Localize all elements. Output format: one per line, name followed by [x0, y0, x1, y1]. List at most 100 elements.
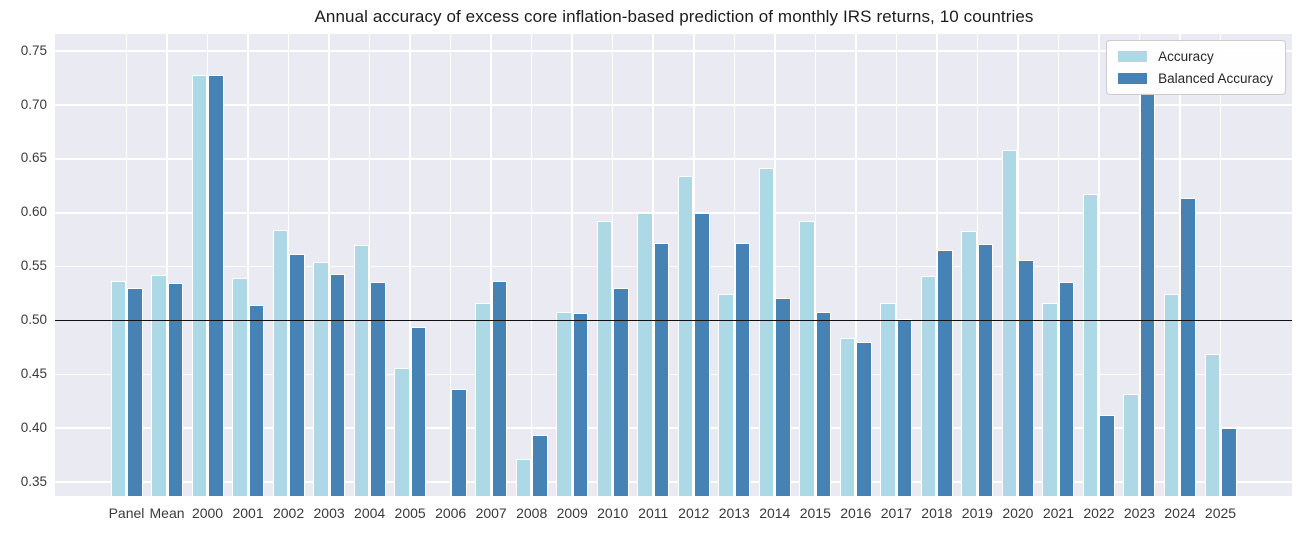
bar-accuracy-2021	[1042, 303, 1058, 496]
gridline-h	[55, 373, 1292, 376]
chart-title: Annual accuracy of excess core inflation…	[314, 7, 1034, 26]
y-tick-label: 0.45	[20, 365, 47, 381]
y-tick-label: 0.75	[20, 42, 47, 58]
gridline-v	[693, 34, 695, 496]
gridline-h	[55, 104, 1292, 106]
x-tick-label: 2021	[1042, 505, 1074, 521]
gridline-v	[774, 34, 776, 496]
legend-label-accuracy: Accuracy	[1158, 49, 1214, 64]
bar-balanced-accuracy-2017	[896, 319, 913, 496]
bar-accuracy-2017	[880, 303, 896, 496]
gridline-v	[409, 34, 411, 496]
bar-balanced-accuracy-2007	[491, 280, 508, 496]
bar-balanced-accuracy-2020	[1018, 260, 1034, 496]
bar-balanced-accuracy-2019	[977, 244, 994, 496]
x-tick-label: 2023	[1123, 505, 1156, 521]
x-tick-label: 2017	[880, 505, 912, 521]
bar-balanced-accuracy-2009	[572, 312, 589, 496]
bar-balanced-accuracy-2008	[532, 434, 548, 496]
bar-balanced-accuracy-2012	[694, 212, 710, 496]
gridline-v	[571, 34, 573, 496]
gridline-v	[206, 34, 209, 496]
x-tick-label: 2011	[638, 505, 669, 521]
gridline-v	[855, 34, 857, 496]
gridline-v	[976, 34, 979, 496]
bar-accuracy-2005	[394, 367, 410, 496]
bar-accuracy-2023	[1123, 393, 1139, 496]
y-tick-label: 0.40	[20, 419, 47, 435]
gridline-v	[125, 34, 128, 496]
x-tick-label: 2015	[799, 505, 831, 521]
legend: Accuracy Balanced Accuracy	[1106, 40, 1286, 95]
x-tick-label: 2010	[597, 505, 629, 521]
x-tick-label: 2004	[354, 505, 386, 521]
bar-balanced-accuracy-2013	[734, 242, 751, 496]
x-tick-label: Panel	[108, 505, 145, 521]
bar-balanced-accuracy-2021	[1058, 281, 1075, 496]
bar-balanced-accuracy-2002	[289, 253, 305, 496]
plot-area: Accuracy Balanced Accuracy	[55, 34, 1292, 496]
x-tick-label: 2006	[435, 505, 467, 521]
gridline-v	[490, 34, 492, 496]
x-tick-label: 2000	[191, 505, 224, 521]
bar-accuracy-2016	[839, 337, 856, 496]
legend-swatch-balanced-accuracy	[1117, 72, 1149, 85]
gridline-v	[1057, 34, 1060, 496]
gridline-h	[55, 265, 1292, 268]
x-tick-label: 2024	[1164, 505, 1196, 521]
reference-line	[55, 319, 1292, 322]
x-tick-label: 2007	[475, 505, 507, 521]
bar-accuracy-2004	[353, 245, 370, 496]
bar-accuracy-2025	[1204, 353, 1220, 496]
gridline-h	[55, 212, 1292, 214]
bar-accuracy-2012	[677, 176, 694, 496]
bar-accuracy-2009	[556, 311, 572, 496]
gridline-v	[449, 34, 452, 496]
gridline-v	[530, 34, 533, 496]
bar-accuracy-2013	[718, 293, 734, 496]
bar-accuracy-2001	[232, 278, 248, 496]
gridline-v	[1017, 34, 1019, 496]
gridline-v	[936, 34, 938, 496]
x-tick-label: 2012	[678, 505, 710, 521]
gridline-v	[1219, 34, 1222, 496]
bar-balanced-accuracy-2010	[613, 288, 629, 496]
x-tick-label: 2016	[840, 505, 872, 521]
y-tick-label: 0.70	[20, 96, 47, 112]
y-tick-label: 0.55	[20, 258, 47, 274]
x-tick-label: 2022	[1083, 505, 1115, 521]
gridline-v	[652, 34, 654, 496]
gridline-v	[1098, 34, 1100, 496]
bar-accuracy-2000	[191, 74, 208, 496]
bar-balanced-accuracy-2025	[1221, 428, 1237, 496]
gridline-v	[733, 34, 736, 496]
bar-accuracy-2007	[475, 303, 491, 496]
gridline-v	[895, 34, 898, 496]
x-tick-label: 2009	[556, 505, 588, 521]
bar-balanced-accuracy-2000	[208, 74, 224, 496]
gridline-v	[814, 34, 817, 496]
bar-balanced-accuracy-2018	[937, 250, 953, 496]
bar-balanced-accuracy-2016	[856, 342, 872, 496]
bar-balanced-accuracy-2022	[1099, 415, 1115, 496]
y-tick-label: 0.60	[20, 204, 47, 220]
x-tick-label: 2001	[232, 505, 264, 521]
gridline-h	[55, 158, 1292, 160]
x-tick-label: 2018	[921, 505, 953, 521]
bar-accuracy-2002	[272, 230, 289, 496]
bar-balanced-accuracy-mean	[167, 282, 184, 496]
bar-balanced-accuracy-panel	[127, 288, 143, 496]
legend-item-balanced-accuracy: Balanced Accuracy	[1117, 71, 1273, 86]
bar-balanced-accuracy-2023	[1139, 92, 1156, 496]
gridline-v	[328, 34, 330, 496]
bar-accuracy-2003	[313, 262, 329, 496]
bar-balanced-accuracy-2006	[451, 389, 467, 496]
bar-accuracy-2022	[1082, 194, 1099, 496]
bar-accuracy-panel	[110, 280, 126, 496]
bar-balanced-accuracy-2015	[815, 311, 832, 496]
gridline-v	[1138, 34, 1141, 496]
bar-accuracy-2019	[961, 231, 977, 496]
bar-accuracy-2024	[1163, 293, 1180, 496]
legend-label-balanced-accuracy: Balanced Accuracy	[1158, 71, 1273, 86]
